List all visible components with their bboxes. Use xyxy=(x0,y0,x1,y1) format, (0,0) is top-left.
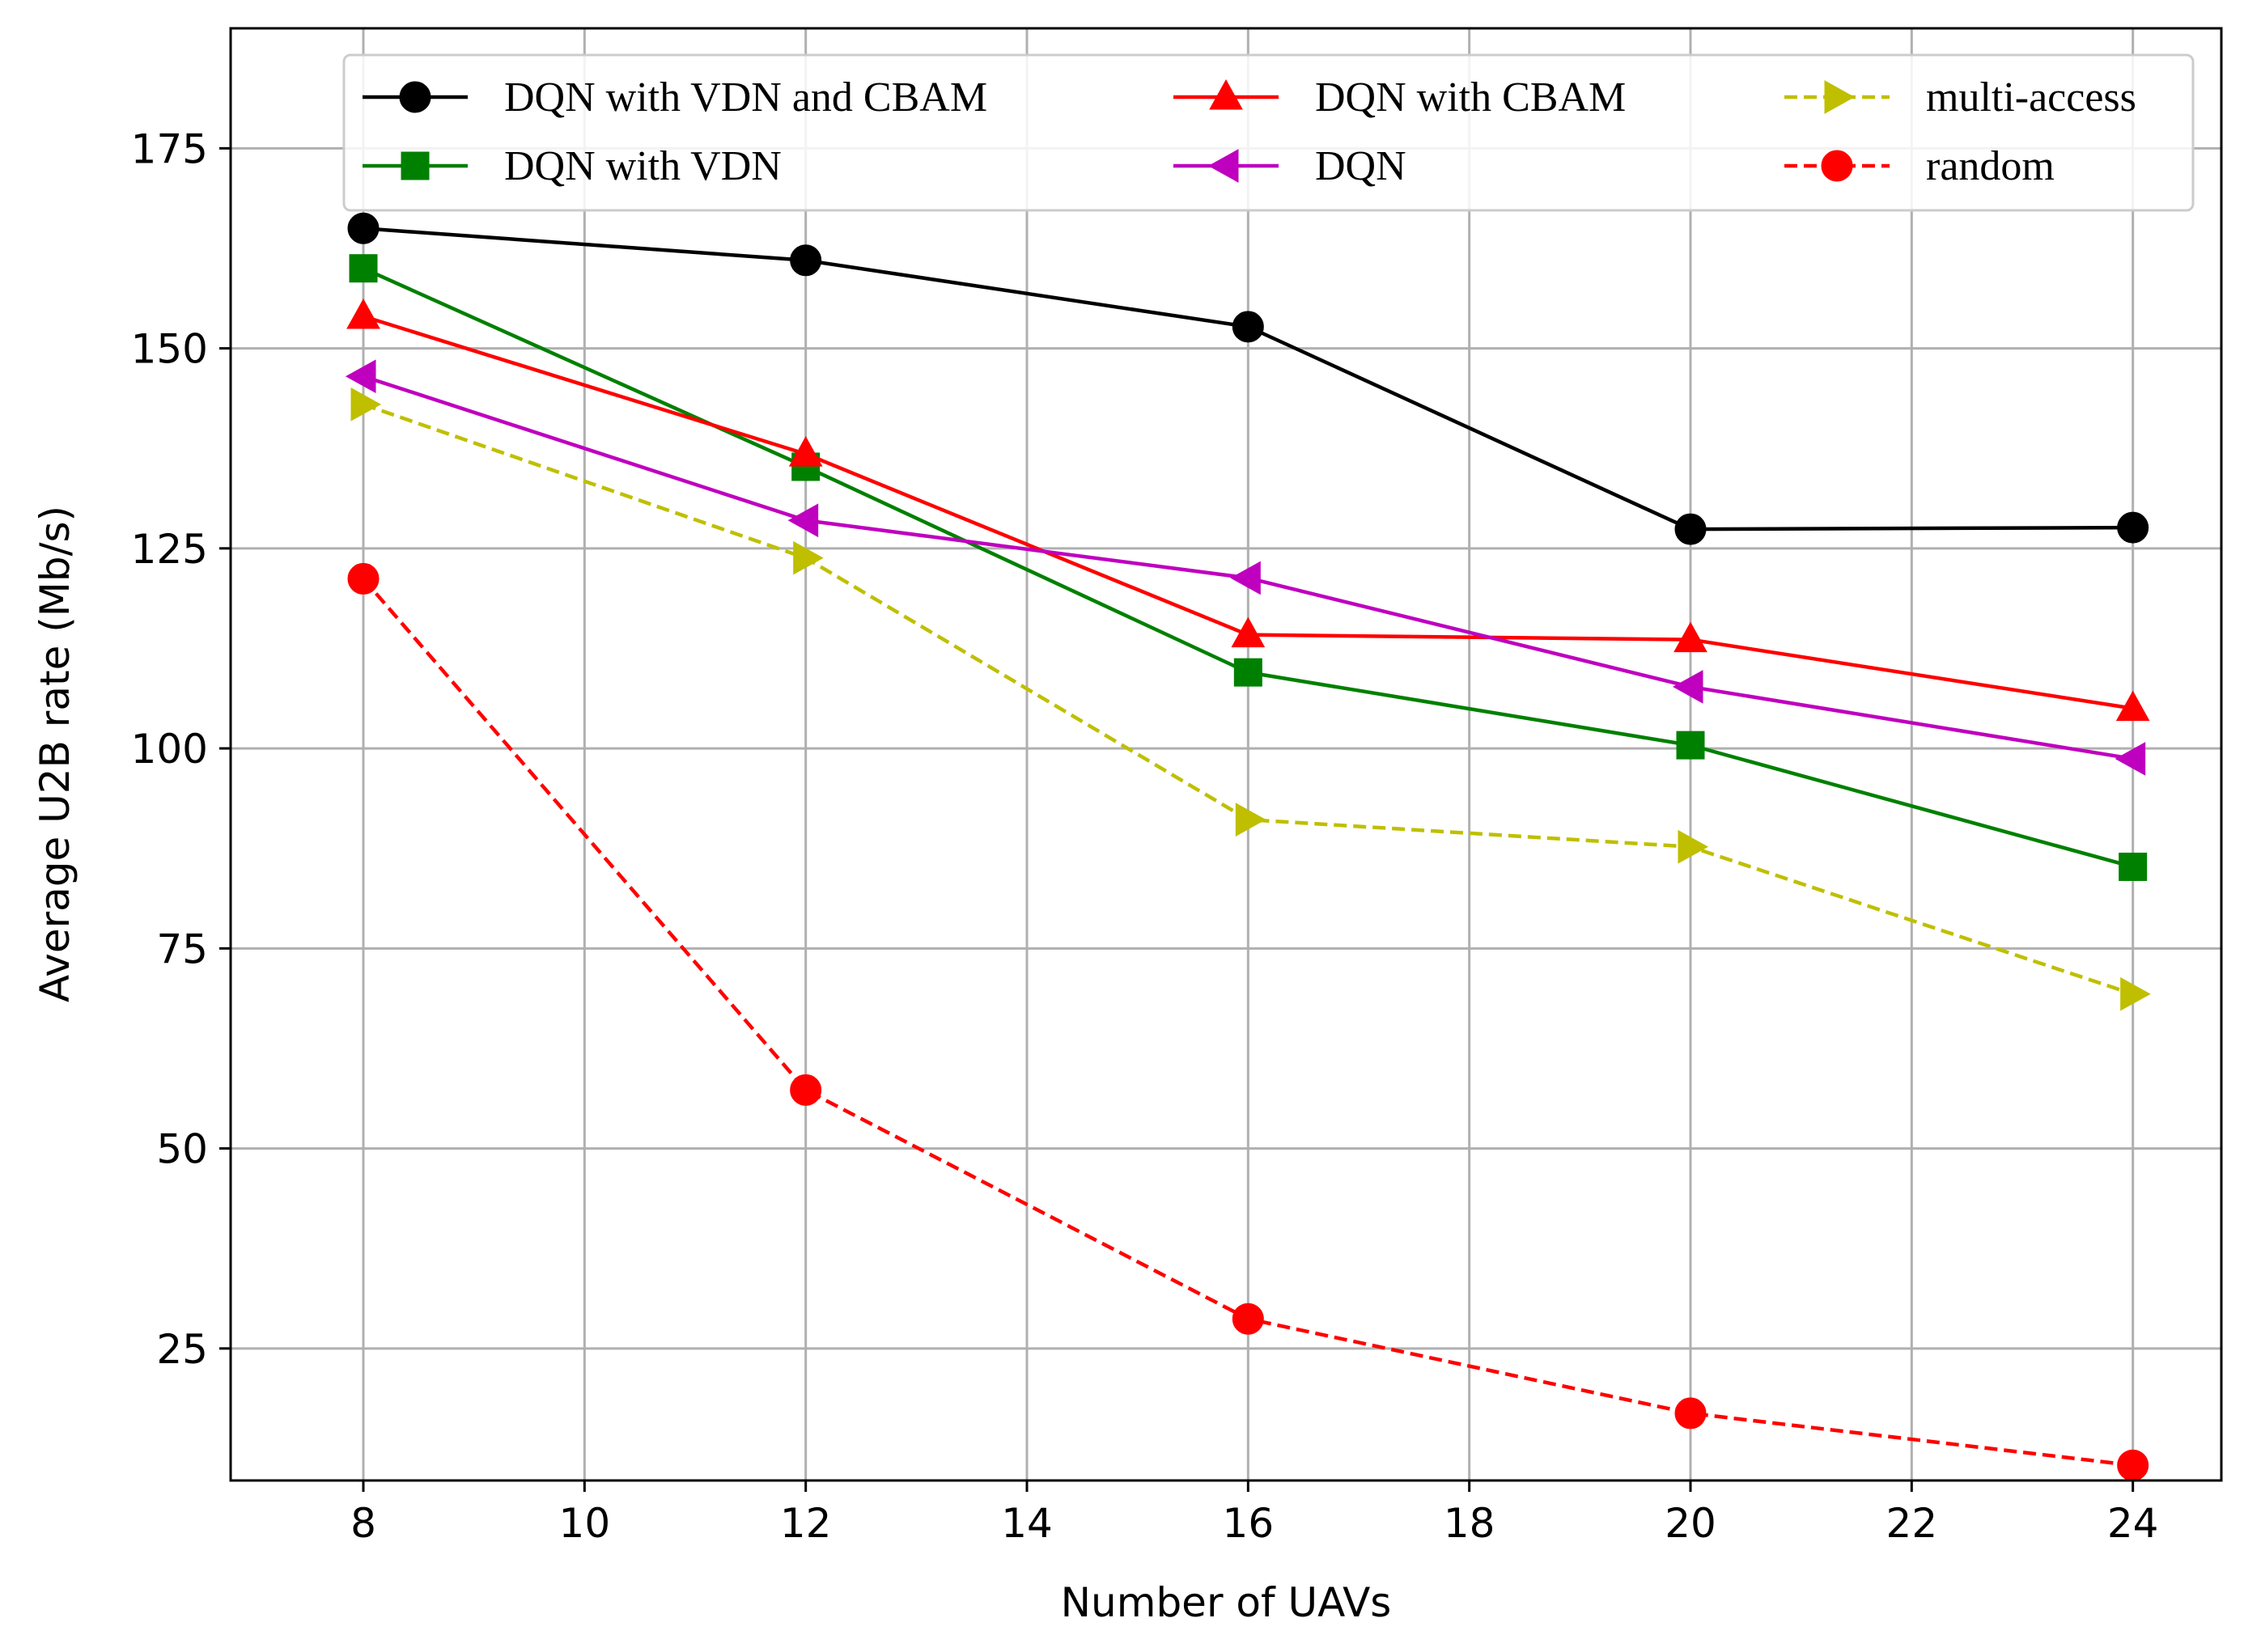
data-point xyxy=(790,1074,822,1106)
data-point xyxy=(345,359,376,394)
y-axis-title: Average U2B rate (Mb/s) xyxy=(32,506,78,1002)
y-tick-label: 75 xyxy=(156,926,208,972)
legend-marker xyxy=(401,151,430,180)
legend-box xyxy=(342,53,2195,212)
data-point xyxy=(1672,670,1703,704)
legend-marker xyxy=(1821,150,1853,182)
x-axis-ticks: 8 10 12 14 16 18 20 22 24 xyxy=(350,1480,2158,1547)
data-point xyxy=(2119,852,2148,881)
data-point xyxy=(1233,658,1262,687)
data-point xyxy=(790,244,822,277)
data-point xyxy=(347,562,380,595)
data-point xyxy=(788,436,823,467)
legend-label: DQN xyxy=(1315,143,1406,189)
x-tick-label: 18 xyxy=(1444,1500,1495,1547)
legend-item: DQN with VDN xyxy=(363,143,782,189)
x-tick-label: 16 xyxy=(1223,1500,1275,1547)
legend: DQN with VDN and CBAM DQN with VDN DQN wit… xyxy=(342,53,2195,212)
data-point xyxy=(1232,1303,1264,1335)
data-point xyxy=(347,212,380,244)
plot-frame xyxy=(229,27,2223,1482)
series-5 xyxy=(347,562,2149,1481)
series-4 xyxy=(350,387,2151,1011)
data-point xyxy=(2115,690,2150,722)
x-tick-label: 22 xyxy=(1886,1500,1938,1547)
legend-item: multi-access xyxy=(1784,74,2136,121)
data-point xyxy=(2117,511,2149,544)
legend-label: random xyxy=(1926,143,2055,189)
legend-marker xyxy=(1207,149,1239,183)
series-2 xyxy=(346,299,2150,722)
data-point xyxy=(1676,731,1705,760)
data-point xyxy=(793,540,824,575)
series-3 xyxy=(345,359,2146,776)
data-point xyxy=(1235,803,1266,837)
series-layer xyxy=(345,212,2151,1481)
data-point xyxy=(346,299,380,329)
y-tick-label: 125 xyxy=(131,526,208,573)
legend-label: DQN with CBAM xyxy=(1315,74,1626,121)
y-tick-label: 150 xyxy=(131,326,208,373)
legend-label: DQN with VDN and CBAM xyxy=(504,74,987,121)
legend-item: DQN with CBAM xyxy=(1173,74,1626,121)
legend-marker xyxy=(399,81,431,113)
legend-marker xyxy=(1209,78,1243,110)
data-point xyxy=(2115,742,2146,776)
legend-marker xyxy=(1824,80,1856,114)
legend-item: DQN with VDN and CBAM xyxy=(363,74,987,121)
data-point xyxy=(350,387,382,421)
data-point xyxy=(2120,976,2151,1011)
grid-lines xyxy=(231,28,2221,1480)
data-point xyxy=(1230,561,1261,595)
series-1 xyxy=(349,254,2148,881)
x-tick-label: 20 xyxy=(1665,1500,1716,1547)
y-axis-ticks: 25 50 75 100 125 150 175 xyxy=(131,125,231,1373)
data-point xyxy=(787,503,819,538)
data-point xyxy=(1674,513,1707,545)
y-tick-label: 100 xyxy=(131,726,208,773)
data-point xyxy=(1678,829,1709,864)
data-point xyxy=(1673,621,1707,653)
legend-item: DQN xyxy=(1173,143,1406,189)
x-tick-label: 24 xyxy=(2107,1500,2159,1547)
legend-label: DQN with VDN xyxy=(504,143,782,189)
y-tick-label: 175 xyxy=(131,125,208,172)
y-tick-label: 25 xyxy=(156,1326,208,1373)
legend-label: multi-access xyxy=(1926,74,2136,121)
data-point xyxy=(1674,1397,1707,1430)
x-tick-label: 14 xyxy=(1001,1500,1053,1547)
series-0 xyxy=(347,212,2149,545)
x-tick-label: 8 xyxy=(350,1500,376,1547)
data-point xyxy=(1231,616,1266,648)
data-point xyxy=(349,254,378,283)
legend-item: random xyxy=(1784,143,2055,189)
x-tick-label: 12 xyxy=(780,1500,832,1547)
y-tick-label: 50 xyxy=(156,1126,208,1173)
x-axis-title: Number of UAVs xyxy=(1061,1579,1392,1626)
x-tick-label: 10 xyxy=(559,1500,611,1547)
data-point xyxy=(1232,311,1264,343)
data-point xyxy=(2117,1449,2149,1481)
